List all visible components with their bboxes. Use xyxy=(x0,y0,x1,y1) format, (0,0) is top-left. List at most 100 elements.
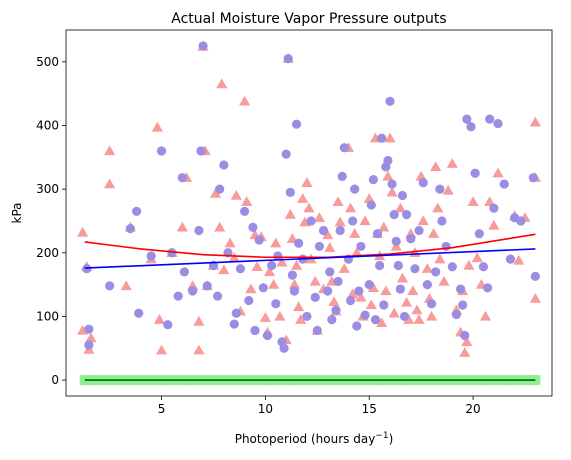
data-point-triangle xyxy=(268,279,280,289)
data-point-circle xyxy=(198,41,208,51)
data-point-circle xyxy=(231,308,241,318)
data-point-circle xyxy=(397,190,408,201)
data-point-circle xyxy=(352,321,362,331)
data-point-circle xyxy=(258,283,268,293)
data-point-circle xyxy=(528,173,538,183)
data-point-circle xyxy=(437,216,447,226)
data-point-circle xyxy=(379,300,389,310)
data-point-circle xyxy=(229,319,239,329)
data-point-triangle xyxy=(488,219,500,230)
data-point-circle xyxy=(291,119,302,129)
data-point-circle xyxy=(354,286,364,296)
data-point-circle xyxy=(312,325,322,336)
data-point-circle xyxy=(188,286,198,296)
data-point-circle xyxy=(399,311,410,322)
data-point-triangle xyxy=(104,178,116,189)
data-point-triangle xyxy=(434,253,446,264)
data-point-triangle xyxy=(193,315,205,326)
data-point-circle xyxy=(323,286,333,296)
data-point-circle xyxy=(462,114,472,124)
data-point-triangle xyxy=(430,161,442,172)
data-point-triangle xyxy=(324,242,336,252)
data-point-circle xyxy=(414,225,424,236)
data-point-circle xyxy=(377,133,387,143)
data-point-circle xyxy=(196,146,206,156)
data-point-triangle xyxy=(376,317,388,327)
data-point-circle xyxy=(283,54,293,64)
trend-line xyxy=(84,248,536,269)
data-point-triangle xyxy=(463,259,475,270)
data-point-circle xyxy=(410,264,420,274)
data-point-circle xyxy=(458,300,468,310)
data-point-triangle xyxy=(344,202,357,213)
data-point-triangle xyxy=(297,193,309,203)
data-point-triangle xyxy=(442,184,454,195)
data-point-circle xyxy=(235,264,246,274)
data-point-triangle xyxy=(461,336,473,347)
data-point-triangle xyxy=(120,280,132,291)
data-point-circle xyxy=(285,187,295,197)
data-point-circle xyxy=(325,267,335,277)
x-tick-label: 5 xyxy=(158,402,166,416)
data-point-triangle xyxy=(479,310,492,321)
data-point-triangle xyxy=(363,193,375,203)
data-point-circle xyxy=(368,174,378,185)
data-point-circle xyxy=(372,229,383,239)
data-point-circle xyxy=(173,291,183,301)
data-point-circle xyxy=(271,299,281,309)
data-point-triangle xyxy=(153,314,166,324)
data-point-circle xyxy=(339,143,349,153)
data-point-triangle xyxy=(104,145,116,156)
data-point-circle xyxy=(360,310,370,320)
data-point-triangle xyxy=(378,221,390,232)
data-point-triangle xyxy=(288,279,301,289)
data-point-triangle xyxy=(403,314,415,324)
data-point-triangle xyxy=(301,177,313,187)
data-point-triangle xyxy=(259,312,271,322)
data-point-triangle xyxy=(432,202,444,213)
y-tick-label: 300 xyxy=(36,182,59,196)
data-point-triangle xyxy=(411,304,423,315)
data-point-circle xyxy=(493,118,503,129)
plot-frame xyxy=(65,29,553,397)
data-point-triangle xyxy=(176,221,188,232)
x-axis: 5 10 15 20 xyxy=(158,396,481,416)
data-point-triangle xyxy=(401,296,413,307)
data-point-triangle xyxy=(239,95,251,106)
data-point-triangle xyxy=(293,301,305,312)
data-point-triangle xyxy=(295,314,307,324)
data-point-circle xyxy=(441,241,451,252)
data-point-circle xyxy=(387,179,397,189)
data-point-circle xyxy=(505,254,516,264)
data-point-circle xyxy=(456,284,466,294)
y-tick-label: 400 xyxy=(36,118,59,132)
data-point-triangle xyxy=(332,196,344,207)
data-point-circle xyxy=(279,343,289,353)
data-point-circle xyxy=(219,160,229,170)
data-point-circle xyxy=(314,241,324,252)
data-point-triangle xyxy=(209,187,222,198)
data-point-triangle xyxy=(446,158,458,168)
data-point-triangle xyxy=(290,259,303,270)
data-point-circle xyxy=(167,248,177,258)
data-point-circle xyxy=(105,281,115,291)
data-point-circle xyxy=(466,122,476,132)
data-point-triangle xyxy=(230,189,242,200)
data-point-triangle xyxy=(388,307,400,318)
data-point-circle xyxy=(262,330,273,341)
data-point-circle xyxy=(370,315,381,325)
x-tick-label: 15 xyxy=(362,402,377,416)
data-point-circle xyxy=(248,222,258,232)
data-point-triangle xyxy=(394,202,406,213)
data-point-circle xyxy=(470,168,480,178)
data-point-triangle xyxy=(367,282,379,292)
data-point-triangle xyxy=(365,299,377,310)
data-point-triangle xyxy=(529,116,541,127)
data-point-circle xyxy=(375,260,385,271)
data-point-circle xyxy=(402,209,412,220)
data-point-circle xyxy=(289,286,300,296)
data-point-triangle xyxy=(407,285,419,296)
data-point-triangle xyxy=(77,226,89,237)
x-axis-label-tail: ) xyxy=(389,432,394,446)
data-point-circle xyxy=(267,260,277,271)
